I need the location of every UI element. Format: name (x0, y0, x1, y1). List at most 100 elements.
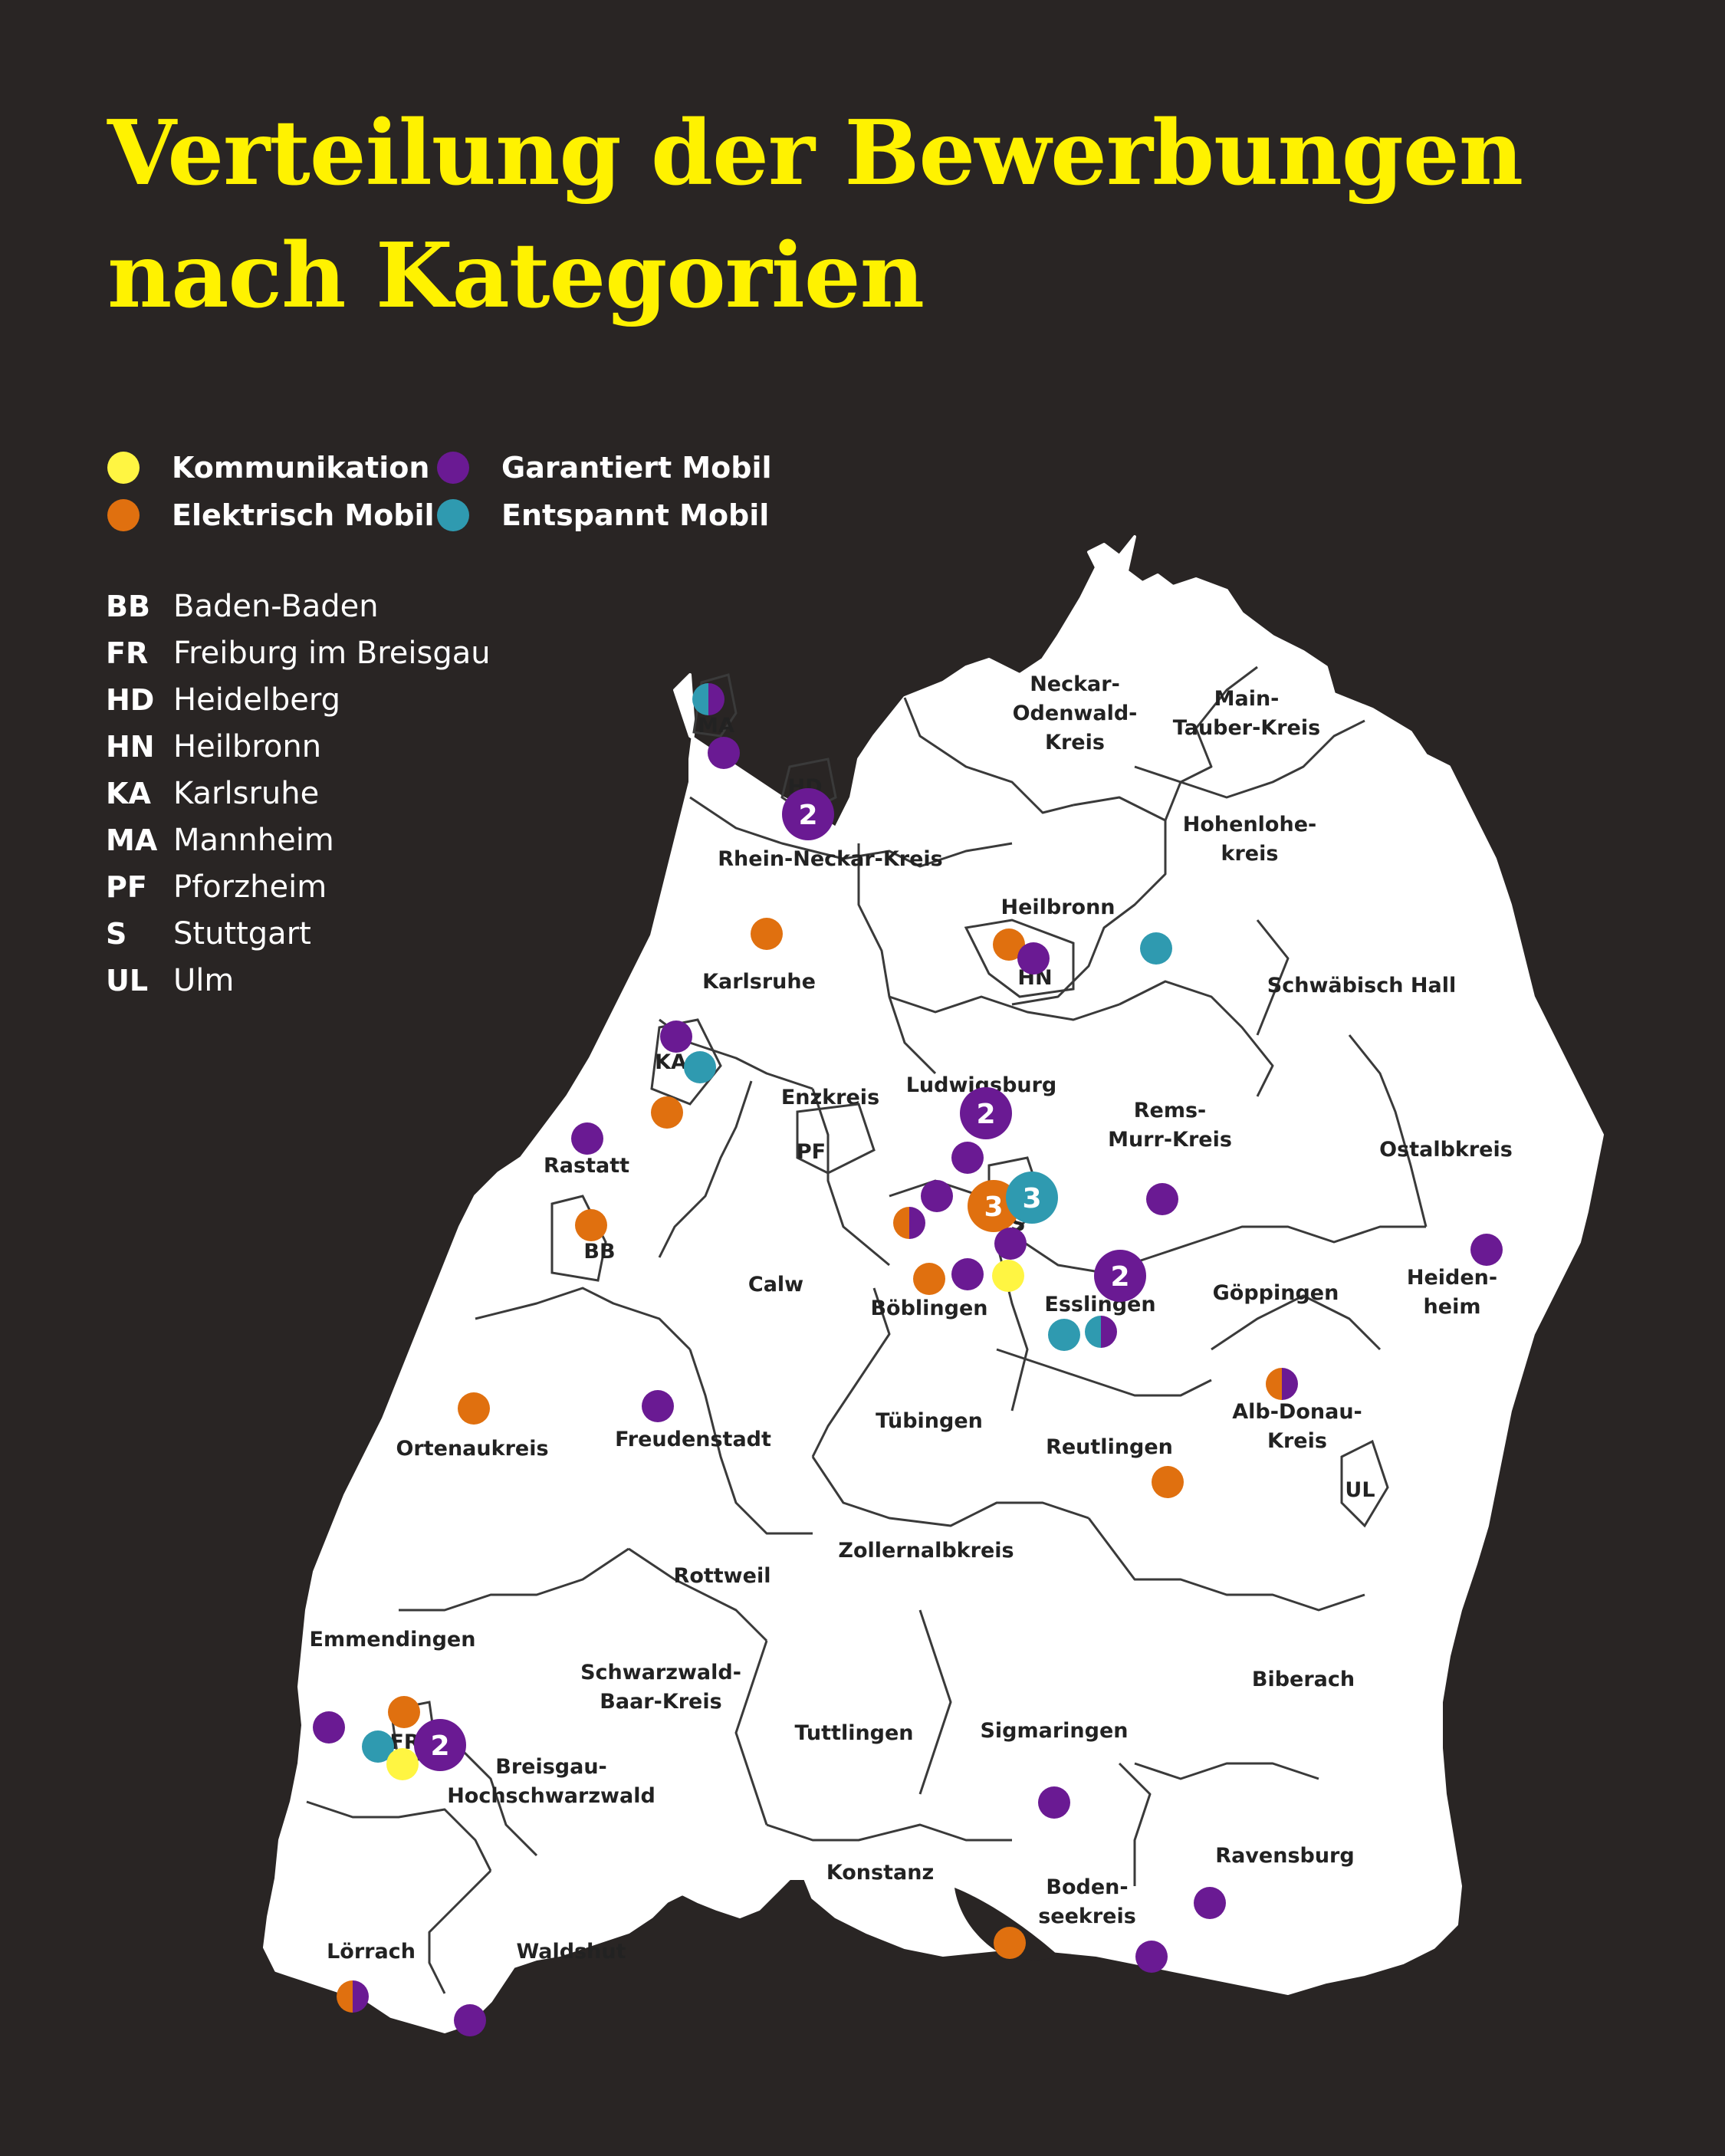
marker-hn-elektrisch-mobil[interactable] (993, 928, 1025, 961)
kommunikation-dot-icon (107, 452, 140, 484)
marker-boeblingen-garantiert-mobil[interactable] (921, 1180, 953, 1212)
marker-dot (994, 1228, 1027, 1260)
marker-hohenlohekreis-entspannt-mobil[interactable] (1140, 932, 1172, 965)
marker-reutlingen-elektrisch-mobil[interactable] (1152, 1466, 1184, 1498)
marker-ludwigsburg-garantiert-mobil[interactable] (951, 1142, 984, 1174)
marker-dot (651, 1096, 683, 1129)
marker-sigmaringen-garantiert-mobil[interactable] (1038, 1786, 1070, 1819)
marker-boeblingen-elektrisch-mobil[interactable] (913, 1263, 945, 1295)
marker-karlsruhe-elektrisch-mobil[interactable] (751, 918, 783, 950)
marker-bb-elektrisch-mobil[interactable] (575, 1209, 607, 1241)
marker-fr-kommunikation[interactable] (386, 1748, 419, 1780)
marker-dot (1017, 942, 1050, 974)
application-markers: 2 2 3 3 2 2 (313, 683, 1503, 2036)
marker-ka-entspannt-mobil[interactable] (684, 1051, 716, 1083)
marker-loerrach-elektrisch-mobil-garantiert-mobil[interactable] (337, 1980, 369, 2013)
marker-ortenaukreis-elektrisch-mobil[interactable] (458, 1392, 490, 1425)
legend-item-kommunikation: Kommunikation (107, 451, 429, 485)
abbreviation-name: Stuttgart (173, 915, 311, 951)
marker-dot (458, 1392, 490, 1425)
marker-freudenstadt-garantiert-mobil[interactable] (642, 1390, 674, 1422)
district-label-hohenlohekreis: Hohenlohe-kreis (1183, 813, 1316, 866)
abbreviation-name: Pforzheim (173, 869, 327, 905)
marker-count-label: 3 (1022, 1183, 1041, 1214)
marker-fr-entspannt-mobil[interactable] (362, 1730, 394, 1763)
district-label-schwaebisch-hall: Schwäbisch Hall (1267, 974, 1456, 997)
abbreviation-code: KA (106, 776, 151, 810)
page-title: Verteilung der Bewerbungen nach Kategori… (107, 92, 1641, 337)
marker-ka-garantiert-mobil[interactable] (660, 1020, 692, 1053)
marker-esslingen-garantiert-mobil-count-2[interactable]: 2 (1094, 1250, 1146, 1302)
marker-dot (1048, 1319, 1080, 1351)
marker-boeblingen-garantiert-mobil[interactable] (951, 1258, 984, 1290)
marker-boeblingen-elektrisch-mobil-garantiert-mobil[interactable] (893, 1207, 925, 1239)
marker-dot (362, 1730, 394, 1763)
marker-dot (960, 1087, 1012, 1139)
marker-dot (994, 1927, 1026, 1959)
city-label-pf: PF (797, 1140, 826, 1164)
district-label-tuttlingen: Tuttlingen (794, 1721, 913, 1745)
abbreviation-row: PF Pforzheim (106, 863, 491, 910)
district-label-karlsruhe: Karlsruhe (702, 970, 816, 994)
marker-half-right (353, 1980, 369, 2013)
marker-rastatt-garantiert-mobil[interactable] (571, 1122, 603, 1155)
district-label-alb-donau-kreis: Alb-Donau-Kreis (1232, 1400, 1362, 1453)
marker-fr-garantiert-mobil-count-2[interactable]: 2 (414, 1719, 466, 1771)
city-label-ma: MA (698, 714, 734, 738)
district-label-rhein-neckar-kreis: Rhein-Neckar-Kreis (718, 847, 943, 871)
marker-esslingen-entspannt-mobil[interactable] (1048, 1319, 1080, 1351)
abbreviation-name: Freiburg im Breisgau (173, 635, 491, 671)
marker-ravensburg-garantiert-mobil[interactable] (1194, 1887, 1226, 1919)
marker-hd-garantiert-mobil-count-2[interactable]: 2 (782, 788, 834, 840)
legend-item-elektrisch-mobil: Elektrisch Mobil (107, 498, 435, 532)
marker-alb-donau-kreis-elektrisch-mobil-garantiert-mobil[interactable] (1266, 1368, 1298, 1400)
marker-dot (1470, 1234, 1503, 1266)
marker-dot (575, 1209, 607, 1241)
district-label-breisgau-hochschwarzwald: Breisgau-Hochschwarzwald (447, 1755, 656, 1808)
district-label-ortenaukreis: Ortenaukreis (396, 1437, 548, 1461)
abbreviation-row: UL Ulm (106, 957, 491, 1004)
marker-dot (951, 1258, 984, 1290)
marker-karlsruhe-elektrisch-mobil[interactable] (651, 1096, 683, 1129)
marker-s-garantiert-mobil[interactable] (994, 1228, 1027, 1260)
marker-count-label: 2 (1110, 1261, 1129, 1293)
marker-half-right (1282, 1368, 1298, 1400)
marker-half-right (1101, 1316, 1117, 1348)
district-label-loerrach: Lörrach (327, 1940, 416, 1964)
marker-esslingen-entspannt-mobil-garantiert-mobil[interactable] (1085, 1316, 1117, 1348)
marker-dot (684, 1051, 716, 1083)
marker-s-entspannt-mobil-count-3[interactable]: 3 (1006, 1172, 1058, 1224)
marker-ma-garantiert-mobil[interactable] (708, 737, 740, 769)
marker-rems-murr-kreis-garantiert-mobil[interactable] (1146, 1183, 1178, 1215)
district-label-emmendingen: Emmendingen (310, 1628, 476, 1652)
marker-dot (1140, 932, 1172, 965)
abbreviation-name: Ulm (173, 962, 235, 998)
legend-item-entspannt-mobil: Entspannt Mobil (437, 498, 769, 532)
marker-fr-elektrisch-mobil[interactable] (388, 1696, 420, 1728)
city-label-bb: BB (583, 1240, 615, 1264)
district-label-calw: Calw (748, 1273, 803, 1297)
marker-ludwigsburg-garantiert-mobil-count-2[interactable]: 2 (960, 1087, 1012, 1139)
district-label-konstanz: Konstanz (826, 1861, 934, 1885)
entspannt-mobil-dot-icon (437, 499, 469, 531)
marker-dot (708, 737, 740, 769)
marker-waldshut-garantiert-mobil[interactable] (454, 2004, 486, 2036)
garantiert-mobil-dot-icon (437, 452, 469, 484)
marker-dot (1135, 1941, 1168, 1973)
district-label-reutlingen: Reutlingen (1046, 1435, 1173, 1459)
marker-dot (642, 1390, 674, 1422)
marker-bodenseekreis-garantiert-mobil[interactable] (1135, 1941, 1168, 1973)
marker-ma-entspannt-mobil-garantiert-mobil[interactable] (692, 683, 724, 715)
marker-breisgau-hochschwarzwald-garantiert-mobil[interactable] (313, 1711, 345, 1744)
marker-hn-garantiert-mobil[interactable] (1017, 942, 1050, 974)
district-label-schwarzwald-baar-kreis: Schwarzwald-Baar-Kreis (580, 1661, 741, 1714)
abbreviation-code: BB (106, 589, 150, 623)
marker-boeblingen-kommunikation[interactable] (992, 1260, 1024, 1292)
marker-dot (660, 1020, 692, 1053)
marker-bodenseekreis-elektrisch-mobil[interactable] (994, 1927, 1026, 1959)
district-label-esslingen: Esslingen (1044, 1293, 1155, 1316)
abbreviation-list: BB Baden-Baden FR Freiburg im Breisgau HD H… (106, 583, 491, 1004)
marker-dot (1152, 1466, 1184, 1498)
district-label-main-tauber-kreis: Main-Tauber-Kreis (1173, 687, 1320, 740)
marker-heidenheim-garantiert-mobil[interactable] (1470, 1234, 1503, 1266)
